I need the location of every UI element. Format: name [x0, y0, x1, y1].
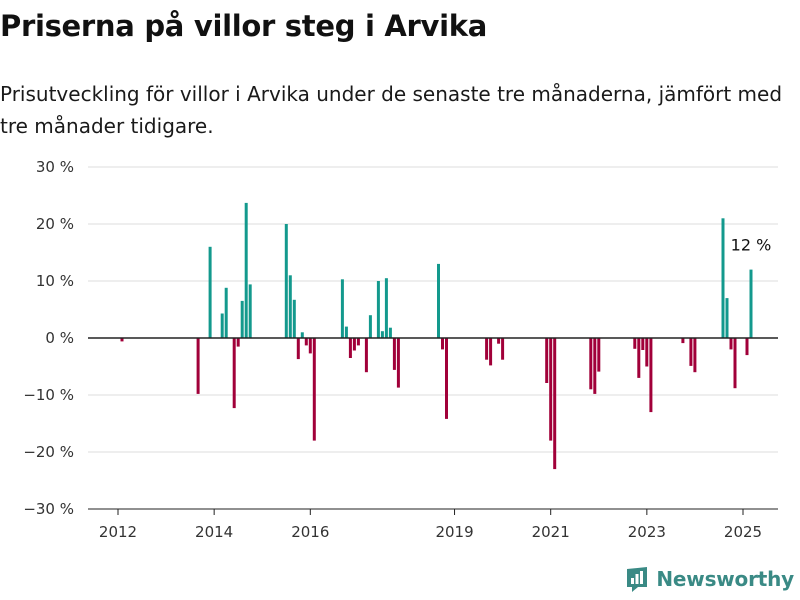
- bar: [308, 338, 312, 354]
- bar: [437, 263, 440, 338]
- bar: [396, 338, 400, 388]
- bar: [348, 338, 352, 358]
- y-tick-label: 0 %: [45, 329, 74, 347]
- bar: [304, 338, 308, 346]
- x-tick-label: 2012: [99, 523, 137, 541]
- brand-name: Newsworthy: [656, 567, 794, 591]
- bar: [501, 338, 505, 360]
- bar: [384, 278, 388, 338]
- bar: [300, 332, 304, 338]
- newsworthy-logo-icon: [627, 567, 648, 592]
- bar: [376, 281, 380, 338]
- bar: [220, 313, 224, 338]
- bar: [689, 338, 693, 366]
- bar: [368, 315, 372, 338]
- bar: [745, 338, 749, 356]
- bar: [593, 338, 597, 394]
- bar: [633, 338, 637, 349]
- axes: [88, 337, 778, 515]
- bar: [288, 275, 292, 338]
- bar: [549, 338, 553, 441]
- bar: [248, 284, 252, 338]
- bar: [729, 338, 733, 350]
- x-tick-label: 2014: [195, 523, 233, 541]
- bar: [388, 327, 392, 338]
- bar: [649, 338, 653, 413]
- bar: [196, 338, 200, 394]
- bar: [364, 338, 368, 373]
- bar-chart: 30 % 20 % 10 % 0 % −10 % −20 % −30 % 2012 2014 20…: [23, 158, 778, 541]
- y-tick-label: 10 %: [36, 272, 74, 290]
- bar: [637, 338, 641, 378]
- bar: [232, 338, 236, 409]
- y-tick-label: −20 %: [23, 443, 74, 461]
- bar: [312, 338, 316, 441]
- bar: [597, 338, 601, 372]
- bar: [725, 298, 729, 338]
- y-tick-label: 20 %: [36, 215, 74, 233]
- bar: [721, 218, 725, 338]
- bar: [733, 338, 737, 389]
- bar: [589, 338, 593, 390]
- bar: [240, 300, 244, 338]
- chart-title: Priserna på villor steg i Arvika: [0, 9, 488, 43]
- y-tick-label: −30 %: [23, 500, 74, 518]
- bar: [292, 299, 296, 338]
- bar: [445, 338, 448, 419]
- x-tick-label: 2025: [724, 523, 762, 541]
- x-tick-label: 2016: [291, 523, 329, 541]
- bar: [236, 338, 240, 347]
- bar: [441, 338, 444, 350]
- bar: [120, 338, 124, 342]
- bar-series: [120, 202, 753, 470]
- bar: [208, 246, 212, 338]
- bar: [392, 338, 396, 370]
- bar: [645, 338, 649, 367]
- bar: [340, 279, 344, 338]
- bar: [352, 338, 356, 351]
- bar: [296, 338, 300, 360]
- bar: [344, 326, 348, 338]
- bar: [224, 287, 228, 338]
- latest-value-annotation: 12 %: [731, 236, 772, 255]
- bar: [485, 338, 489, 360]
- chart-subtitle: Prisutveckling för villor i Arvika under…: [0, 82, 783, 138]
- bar: [497, 338, 501, 344]
- tick-labels: 30 % 20 % 10 % 0 % −10 % −20 % −30 % 2012 2014 20…: [23, 158, 771, 541]
- bar: [545, 338, 549, 383]
- bar: [749, 269, 753, 338]
- bar: [244, 202, 248, 338]
- x-tick-label: 2021: [532, 523, 570, 541]
- bar: [356, 338, 360, 346]
- newsworthy-brand: Newsworthy: [624, 564, 794, 594]
- bar: [284, 224, 288, 338]
- bar: [681, 338, 685, 344]
- bar: [489, 338, 493, 366]
- bar: [553, 338, 557, 470]
- bar: [693, 338, 697, 373]
- y-tick-label: −10 %: [23, 386, 74, 404]
- bar: [380, 331, 384, 338]
- y-tick-label: 30 %: [36, 158, 74, 176]
- x-tick-label: 2019: [435, 523, 473, 541]
- x-tick-label: 2023: [628, 523, 666, 541]
- bar: [641, 338, 645, 350]
